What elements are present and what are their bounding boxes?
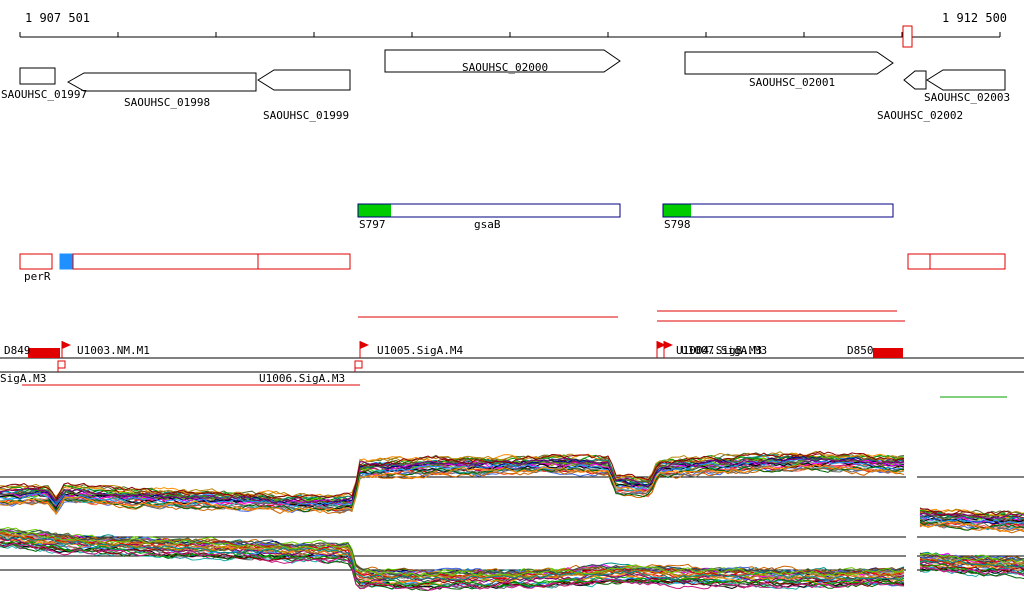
expression-trace xyxy=(919,552,1024,564)
expression-trace xyxy=(919,508,1024,519)
expression-trace xyxy=(919,558,1024,565)
regulator-box[interactable] xyxy=(72,253,351,270)
position-cursor[interactable] xyxy=(902,25,913,48)
transcript-S797[interactable] xyxy=(357,203,621,218)
expression-trace xyxy=(919,521,1024,531)
expression-trace xyxy=(919,567,1024,580)
motif-flag[interactable] xyxy=(360,341,369,349)
expression-trace xyxy=(0,450,905,500)
gene-arrow-SAOUHSC_02003[interactable] xyxy=(926,69,1006,91)
gene-arrow-SAOUHSC_01997[interactable] xyxy=(19,67,56,85)
expression-trace xyxy=(919,552,1024,563)
expression-trace xyxy=(0,457,905,504)
expression-trace xyxy=(919,514,1024,524)
ruler-start-label: 1 907 501 xyxy=(25,11,91,25)
expression-trace xyxy=(919,520,1024,532)
expression-trace xyxy=(919,508,1024,519)
gene-arrow-SAOUHSC_02001[interactable] xyxy=(684,51,894,75)
motif-flag[interactable] xyxy=(657,341,666,349)
transcript-utr xyxy=(663,204,691,217)
gene-arrow-SAOUHSC_01998[interactable] xyxy=(66,72,257,92)
expression-trace xyxy=(0,464,905,512)
motif-flag[interactable] xyxy=(664,341,673,349)
cursor-gap-band xyxy=(906,452,917,605)
gene-arrow-SAOUHSC_01999[interactable] xyxy=(257,69,351,91)
expression-trace xyxy=(0,541,905,588)
expression-trace xyxy=(919,557,1024,567)
gene-arrow-SAOUHSC_02000[interactable] xyxy=(384,49,621,73)
motif-flag[interactable] xyxy=(62,341,71,349)
regulator-box[interactable] xyxy=(907,253,1006,270)
expression-trace xyxy=(919,566,1024,577)
regulator-box[interactable] xyxy=(59,253,74,270)
ruler-end-label: 1 912 500 xyxy=(942,11,1008,25)
gene-arrow-SAOUHSC_02002[interactable] xyxy=(903,70,927,90)
expression-trace xyxy=(919,517,1024,524)
expression-trace xyxy=(0,450,905,500)
site-box-D849[interactable] xyxy=(28,348,60,358)
transcript-utr xyxy=(358,204,391,217)
expression-trace xyxy=(0,463,905,516)
regulator-box[interactable] xyxy=(19,253,53,270)
expression-trace xyxy=(919,564,1024,572)
site-box-D850[interactable] xyxy=(873,348,903,358)
expression-trace xyxy=(919,552,1024,561)
expression-trace xyxy=(919,520,1024,532)
motif-flag[interactable] xyxy=(354,360,363,369)
expression-trace xyxy=(0,542,905,591)
expression-trace xyxy=(919,555,1024,566)
expression-trace xyxy=(919,567,1024,578)
expression-trace xyxy=(919,559,1024,568)
motif-flag[interactable] xyxy=(57,360,66,369)
expression-trace xyxy=(0,537,905,585)
expression-trace xyxy=(0,530,905,578)
expression-trace xyxy=(0,532,905,580)
transcript-S798[interactable] xyxy=(662,203,894,218)
expression-trace xyxy=(0,457,905,506)
expression-trace xyxy=(0,459,905,508)
